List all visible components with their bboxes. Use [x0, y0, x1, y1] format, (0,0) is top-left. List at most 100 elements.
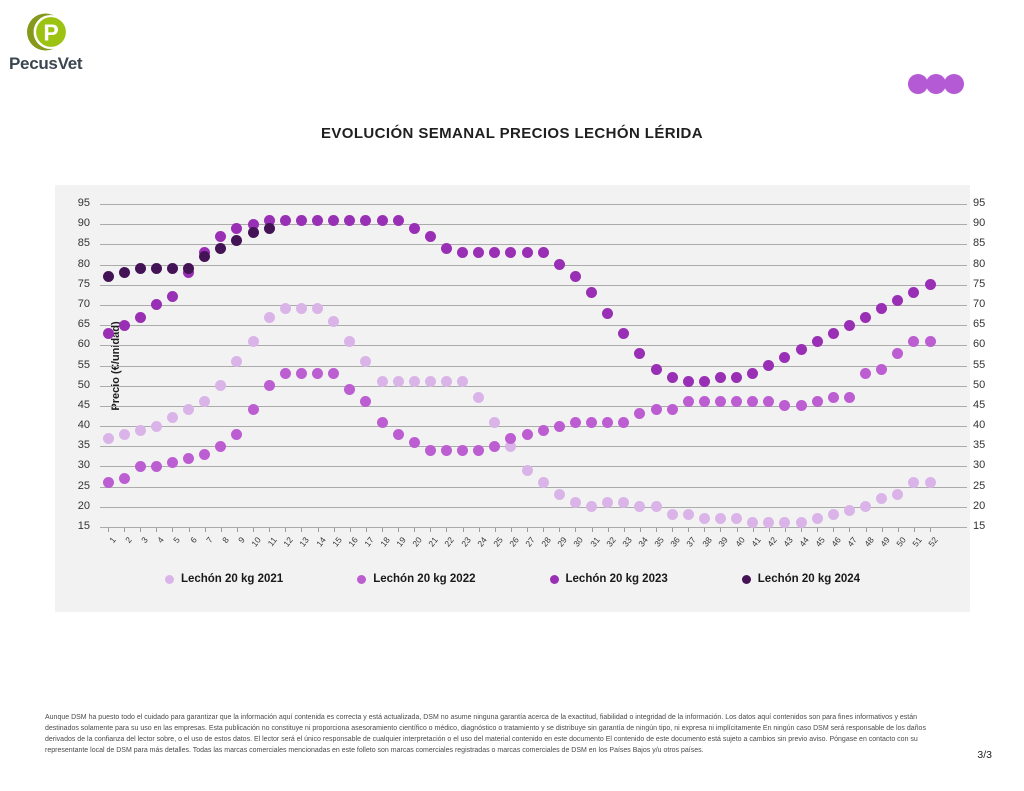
data-point: [489, 440, 501, 452]
data-point: [279, 214, 291, 226]
data-point: [473, 392, 485, 404]
data-point: [457, 444, 469, 456]
y-tick-label-left: 80: [77, 257, 90, 270]
legend-label: Lechón 20 kg 2024: [757, 573, 861, 585]
chart-title: EVOLUCIÓN SEMANAL PRECIOS LECHÓN LÉRIDA: [320, 125, 704, 142]
x-tick-mark: [220, 528, 222, 532]
data-point: [247, 218, 259, 230]
data-point: [811, 335, 823, 347]
legend-label: Lechón 20 kg 2021: [180, 573, 284, 585]
data-point: [344, 384, 356, 396]
data-point: [505, 246, 517, 258]
x-tick-mark: [446, 528, 448, 532]
y-tick-label-right: 70: [973, 297, 986, 310]
data-point: [747, 396, 759, 408]
y-tick-label-right: 25: [973, 479, 986, 492]
data-point: [505, 432, 517, 444]
data-point: [666, 372, 678, 384]
data-point: [908, 335, 920, 347]
data-point: [489, 416, 501, 428]
data-point: [215, 242, 227, 254]
y-tick-label-left: 40: [77, 419, 90, 432]
data-point: [102, 327, 114, 339]
y-tick-label-left: 60: [77, 338, 90, 351]
legend-item: Lechón 20 kg 2022: [357, 573, 476, 585]
data-point: [634, 347, 646, 359]
x-tick-mark: [897, 528, 899, 532]
data-point: [344, 214, 356, 226]
data-point: [263, 380, 275, 392]
gridline: [100, 466, 967, 468]
data-point: [360, 355, 372, 367]
data-point: [618, 327, 630, 339]
data-point: [424, 444, 436, 456]
x-tick-mark: [156, 528, 158, 532]
data-point: [714, 372, 726, 384]
x-tick-mark: [752, 528, 754, 532]
chart-panel: Precio (€/unidad) Lechón 20 kg 2021 Lechó…: [55, 185, 970, 612]
x-tick-mark: [510, 528, 512, 532]
data-point: [376, 416, 388, 428]
data-point: [328, 214, 340, 226]
gridline: [100, 405, 967, 407]
data-point: [876, 364, 888, 376]
gridline: [100, 527, 967, 528]
x-tick-mark: [704, 528, 706, 532]
data-point: [682, 509, 694, 521]
data-point: [457, 246, 469, 258]
data-point: [215, 230, 227, 242]
data-point: [473, 246, 485, 258]
y-tick-label-left: 75: [77, 277, 90, 290]
data-point: [843, 505, 855, 517]
data-point: [231, 234, 243, 246]
legend-dot-icon: [741, 574, 751, 584]
data-point: [231, 222, 243, 234]
data-point: [698, 396, 710, 408]
data-point: [134, 311, 146, 323]
data-point: [150, 460, 162, 472]
data-point: [650, 364, 662, 376]
x-tick-mark: [736, 528, 738, 532]
legend-dot-icon: [164, 574, 174, 584]
data-point: [521, 464, 533, 476]
data-point: [747, 517, 759, 529]
data-point: [118, 473, 130, 485]
data-point: [553, 259, 565, 271]
data-point: [618, 497, 630, 509]
data-point: [602, 416, 614, 428]
data-point: [553, 420, 565, 432]
y-tick-label-right: 35: [973, 439, 986, 452]
data-point: [586, 416, 598, 428]
data-point: [714, 396, 726, 408]
data-point: [827, 509, 839, 521]
data-point: [924, 279, 936, 291]
y-tick-label-right: 55: [973, 358, 986, 371]
y-tick-label-left: 90: [77, 217, 90, 230]
data-point: [166, 412, 178, 424]
y-tick-label-left: 95: [77, 197, 90, 209]
x-tick-mark: [543, 528, 545, 532]
legend-item: Lechón 20 kg 2023: [549, 573, 668, 585]
data-point: [505, 440, 517, 452]
data-point: [263, 311, 275, 323]
gridline: [100, 446, 967, 448]
x-tick-mark: [494, 528, 496, 532]
x-tick-mark: [301, 528, 303, 532]
data-point: [279, 368, 291, 380]
data-point: [618, 416, 630, 428]
x-tick-mark: [398, 528, 400, 532]
data-point: [199, 448, 211, 460]
data-point: [473, 444, 485, 456]
gridline: [100, 304, 967, 306]
data-point: [795, 343, 807, 355]
x-tick-mark: [333, 528, 335, 532]
data-point: [569, 271, 581, 283]
data-point: [860, 501, 872, 513]
x-tick-mark: [801, 528, 803, 532]
data-point: [779, 351, 791, 363]
y-tick-label-right: 60: [973, 338, 986, 351]
data-point: [118, 267, 130, 279]
data-point: [924, 335, 936, 347]
y-tick-label-right: 95: [973, 197, 986, 209]
data-point: [166, 456, 178, 468]
